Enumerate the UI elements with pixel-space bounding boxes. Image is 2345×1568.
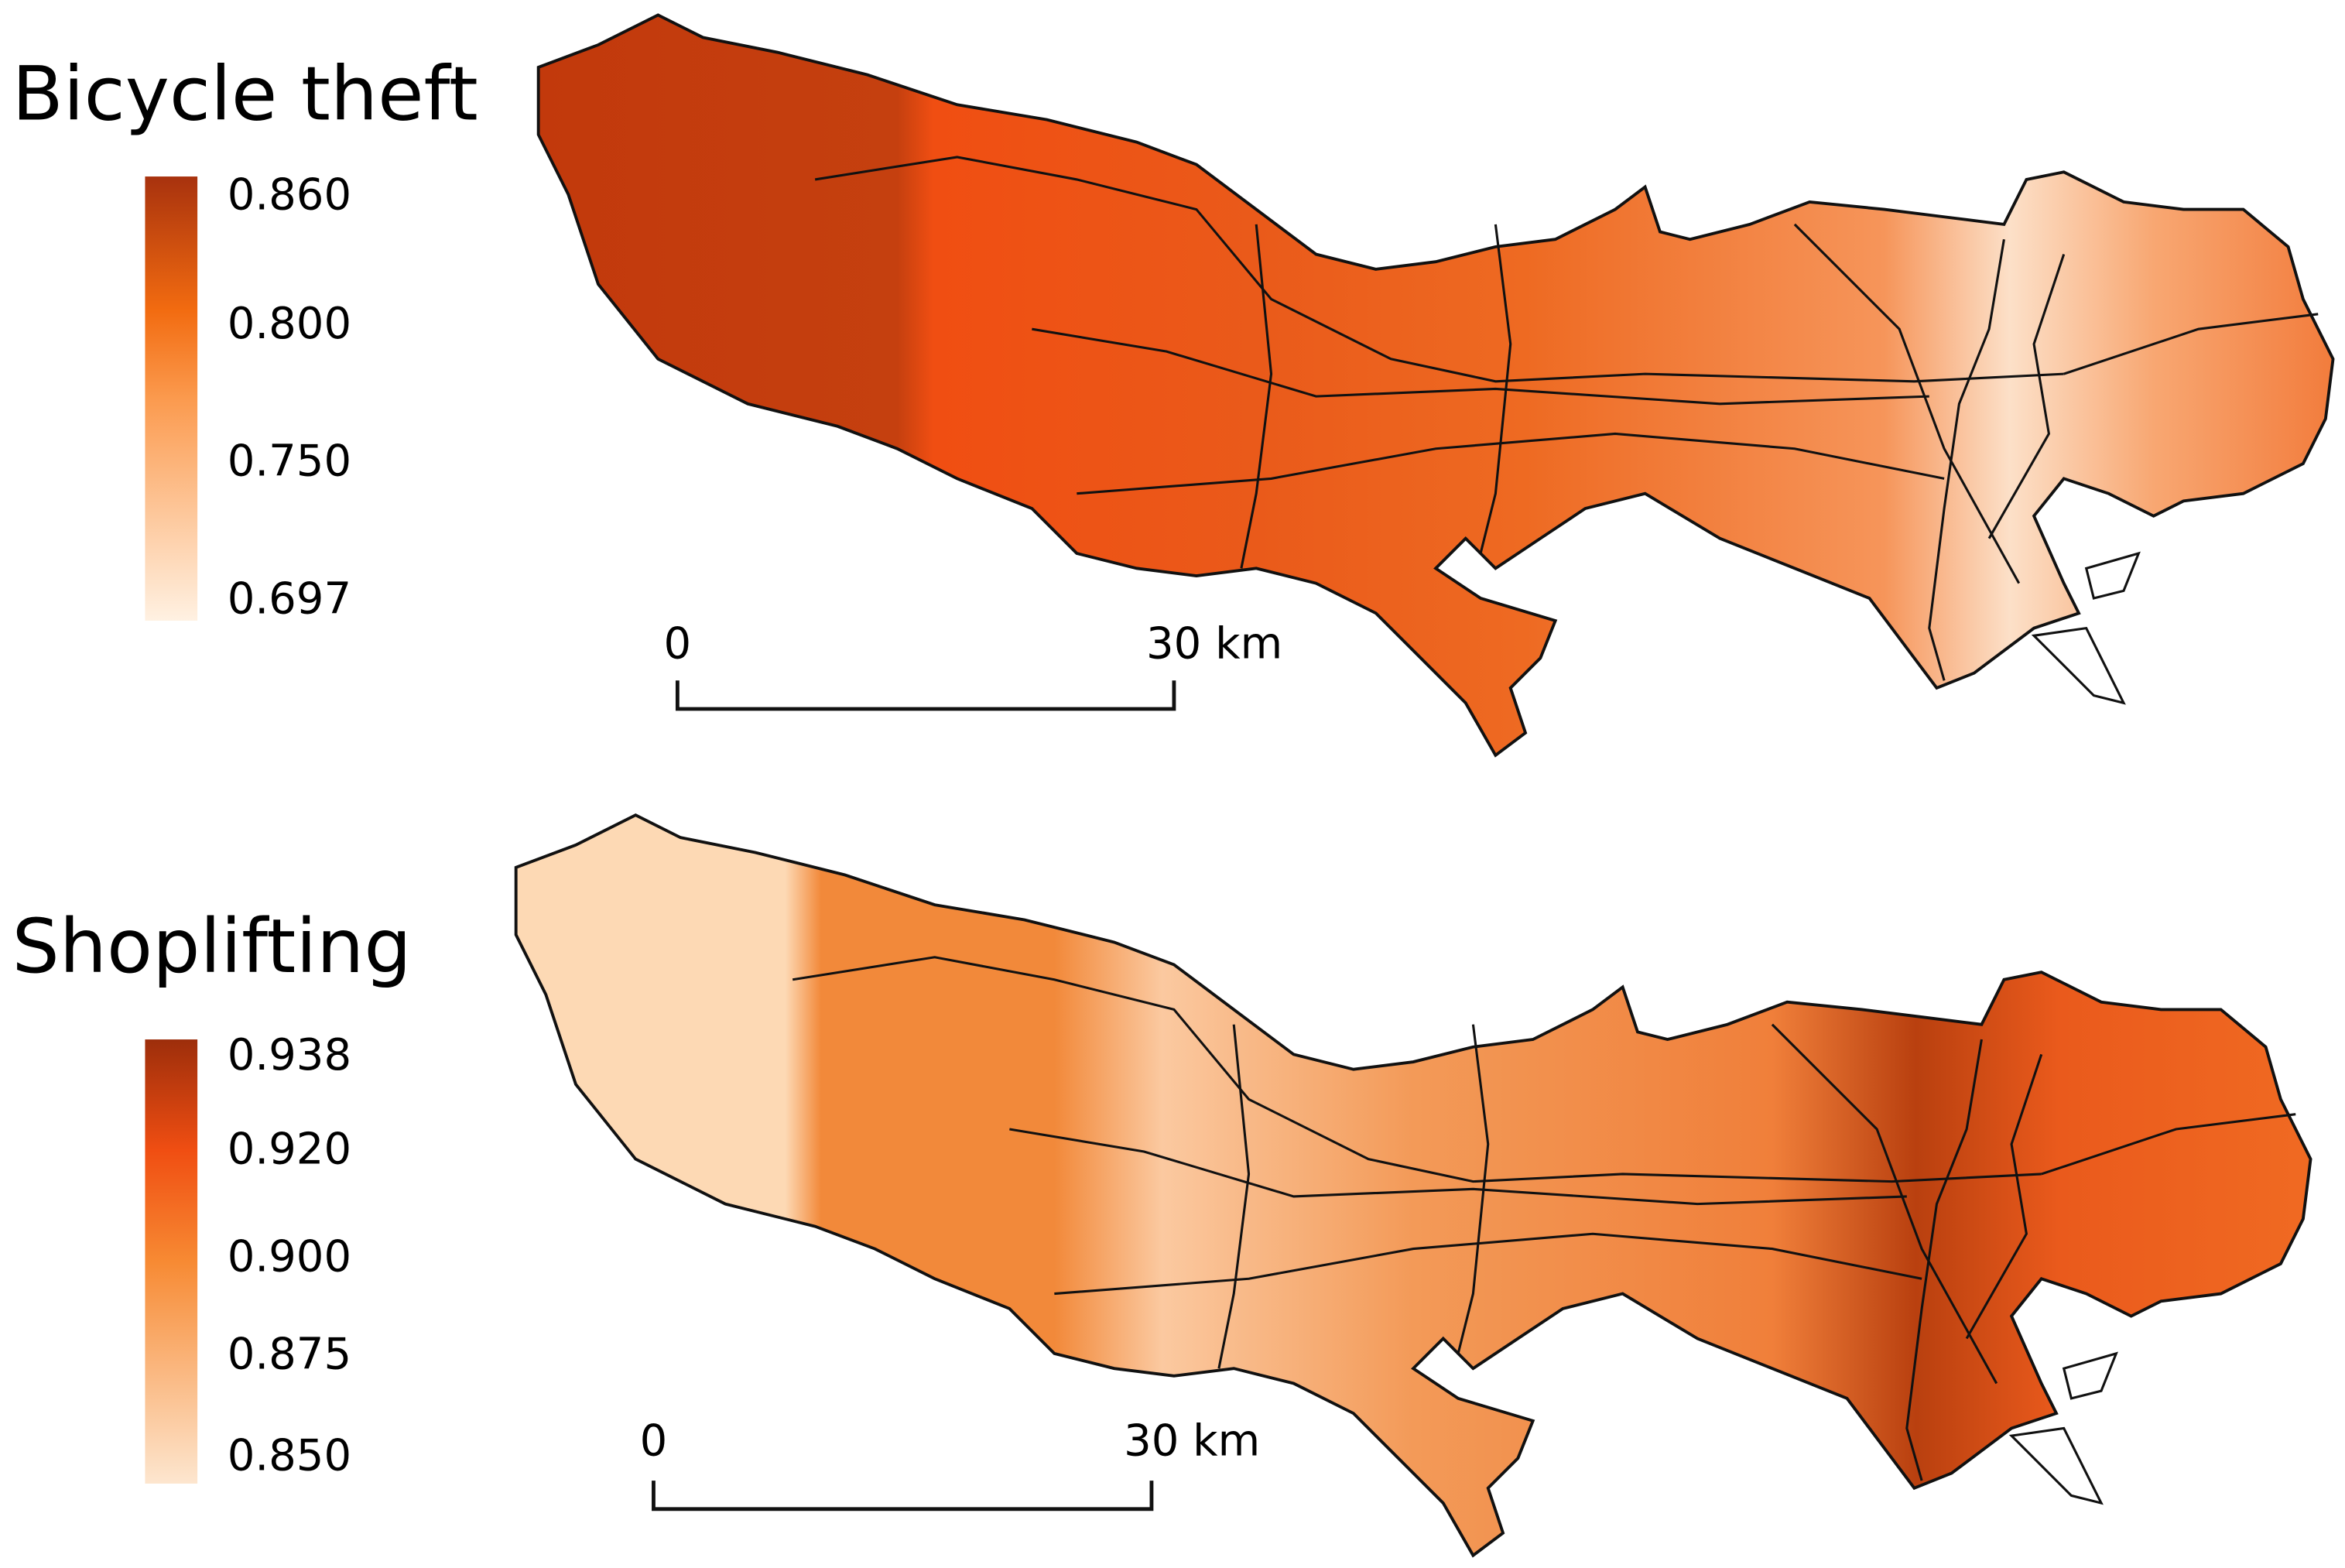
legend-label: 0.875 bbox=[228, 1329, 351, 1379]
legend-label: 0.800 bbox=[228, 299, 351, 349]
legend-labels: 0.938 0.920 0.900 0.875 0.850 bbox=[228, 1030, 351, 1481]
legend-label: 0.900 bbox=[228, 1232, 351, 1282]
scalebar bbox=[675, 680, 1176, 711]
legend-label: 0.860 bbox=[228, 170, 351, 221]
legend-label: 0.850 bbox=[228, 1431, 351, 1481]
legend-bar bbox=[145, 1039, 198, 1484]
scalebar-end: 30 km bbox=[1124, 1416, 1260, 1466]
map-title: Bicycle theft bbox=[12, 50, 478, 138]
legend-label: 0.938 bbox=[228, 1030, 351, 1080]
scalebar bbox=[652, 1481, 1154, 1512]
scalebar-end: 30 km bbox=[1146, 618, 1282, 669]
scalebar-start: 0 bbox=[640, 1416, 668, 1466]
scalebar-start: 0 bbox=[664, 618, 692, 669]
legend-label: 0.750 bbox=[228, 437, 351, 487]
legend-label: 0.697 bbox=[228, 573, 351, 624]
map-title: Shoplifting bbox=[12, 902, 411, 990]
map-panel: Bicycle theft 0.860 0.800 0.750 0.697 0 30 … bbox=[12, 13, 2335, 757]
legend-bar bbox=[145, 176, 198, 621]
legend-label: 0.920 bbox=[228, 1125, 351, 1175]
legend-labels: 0.860 0.800 0.750 0.697 bbox=[228, 170, 351, 625]
